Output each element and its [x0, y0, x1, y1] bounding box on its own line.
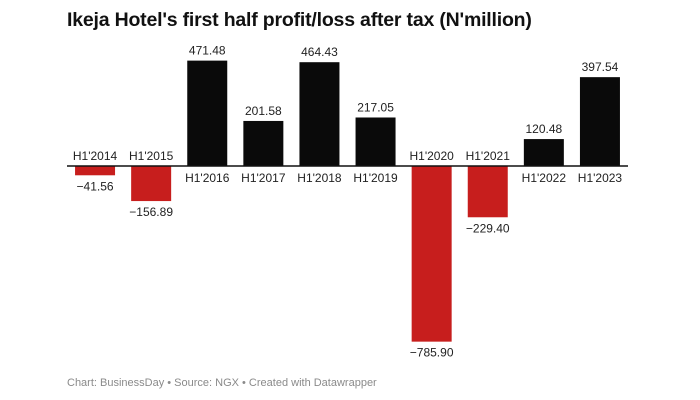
category-label: H1'2022 — [522, 171, 567, 185]
category-label: H1'2021 — [466, 149, 511, 163]
bar-h1-2020 — [411, 166, 452, 342]
bar-h1-2019 — [355, 117, 396, 166]
category-label: H1'2017 — [241, 171, 286, 185]
value-label: 471.48 — [189, 44, 226, 58]
category-label: H1'2023 — [578, 171, 623, 185]
category-label: H1'2015 — [129, 149, 174, 163]
bar-h1-2015 — [131, 166, 172, 202]
bar-h1-2023 — [579, 77, 620, 166]
value-label: 201.58 — [245, 104, 282, 118]
category-label: H1'2014 — [73, 149, 118, 163]
value-label: −785.90 — [410, 346, 454, 360]
category-label: H1'2016 — [185, 171, 230, 185]
value-label: −156.89 — [129, 205, 173, 219]
value-label: 120.48 — [525, 122, 562, 136]
value-label: 464.43 — [301, 45, 338, 59]
bar-h1-2018 — [299, 62, 340, 167]
category-label: H1'2018 — [297, 171, 342, 185]
bar-h1-2022 — [523, 139, 564, 166]
value-label: −229.40 — [466, 221, 510, 235]
bar-h1-2017 — [243, 120, 284, 166]
bar-h1-2016 — [187, 60, 228, 166]
value-label: −41.56 — [77, 179, 114, 193]
category-label: H1'2019 — [353, 171, 398, 185]
bar-h1-2021 — [467, 166, 508, 218]
category-label: H1'2020 — [409, 149, 454, 163]
value-label: 397.54 — [582, 60, 619, 74]
chart-footer: Chart: BusinessDay • Source: NGX • Creat… — [67, 377, 377, 389]
value-label: 217.05 — [357, 100, 394, 114]
chart-title: Ikeja Hotel's first half profit/loss aft… — [67, 9, 532, 31]
bar-h1-2014 — [75, 166, 116, 176]
